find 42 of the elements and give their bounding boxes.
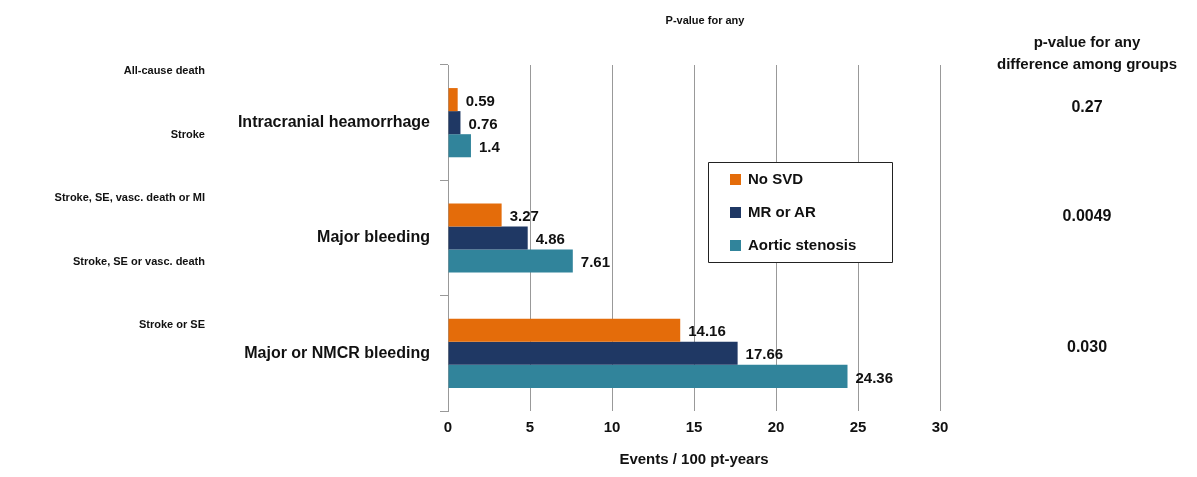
- text: P-value for any: [665, 14, 746, 27]
- data-label: 3.27: [509, 207, 539, 225]
- bar: [448, 111, 461, 135]
- x-tick-label: 10: [603, 418, 621, 436]
- text: Stroke, SE or vasc. death: [72, 255, 206, 268]
- text: 0.030: [1066, 338, 1108, 356]
- bar: [448, 341, 738, 365]
- bar: [448, 203, 502, 227]
- text: 0.27: [1071, 98, 1103, 116]
- legend-label: Aortic stenosis: [748, 236, 857, 254]
- x-tick-label: 0: [443, 418, 453, 436]
- text: Stroke: [170, 128, 205, 141]
- data-label: 24.36: [855, 368, 894, 386]
- bar: [448, 318, 681, 342]
- x-tick-label: 25: [849, 418, 867, 436]
- data-label: 7.61: [580, 253, 611, 271]
- text: All-cause death: [123, 64, 206, 77]
- bar: [448, 249, 573, 273]
- y-tick-label: Intracranial heamorrhage: [237, 113, 431, 131]
- legend-label: No SVD: [748, 170, 804, 188]
- y-tick-label: Major bleeding: [317, 228, 430, 246]
- text: 0.0049: [1062, 207, 1112, 225]
- x-tick-label: 5: [525, 418, 535, 436]
- text: Stroke or SE: [138, 318, 205, 331]
- x-tick-label: 15: [685, 418, 703, 436]
- data-label: 14.16: [688, 322, 726, 340]
- data-label: 4.86: [535, 230, 565, 248]
- data-label: 17.66: [745, 345, 784, 363]
- bar: [448, 364, 848, 388]
- data-label: 0.76: [468, 114, 498, 132]
- bar: [448, 134, 471, 158]
- bar: [448, 226, 528, 250]
- x-tick-label: 20: [767, 418, 785, 436]
- legend-label: MR or AR: [748, 203, 816, 221]
- y-tick-label: Major or NMCR bleeding: [244, 343, 430, 361]
- text: p-value for any difference among groups: [996, 33, 1178, 73]
- bar: [448, 88, 458, 112]
- x-axis-title: Events / 100 pt-years: [619, 450, 769, 468]
- text: Stroke, SE, vasc. death or MI: [54, 191, 205, 204]
- data-label: 0.59: [465, 91, 495, 109]
- data-label: 1.4: [478, 137, 501, 155]
- x-tick-label: 30: [931, 418, 949, 436]
